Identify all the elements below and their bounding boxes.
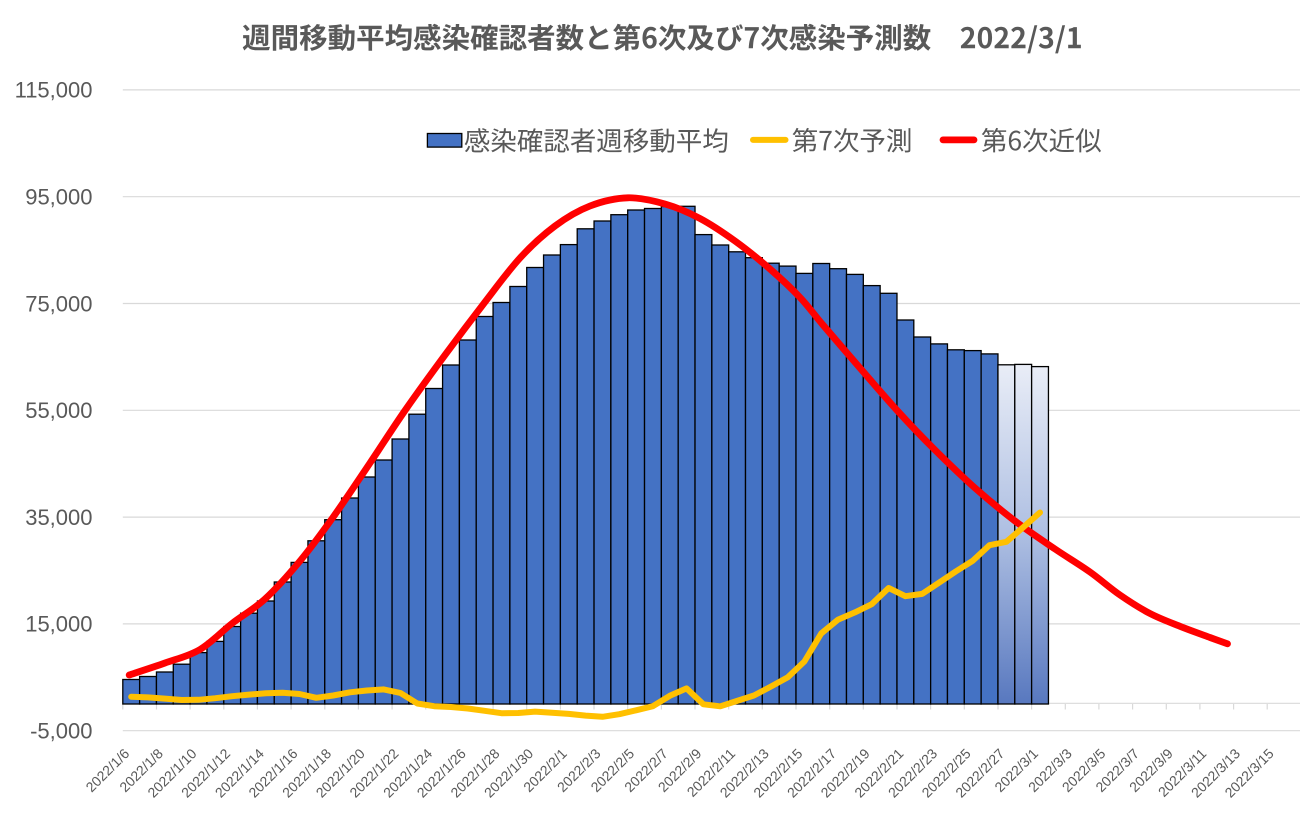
- svg-text:-5,000: -5,000: [30, 719, 92, 744]
- svg-text:35,000: 35,000: [25, 505, 92, 530]
- svg-text:15,000: 15,000: [25, 612, 92, 637]
- svg-text:115,000: 115,000: [15, 78, 93, 103]
- svg-text:75,000: 75,000: [25, 291, 92, 316]
- svg-text:55,000: 55,000: [25, 398, 92, 423]
- svg-text:95,000: 95,000: [25, 185, 92, 210]
